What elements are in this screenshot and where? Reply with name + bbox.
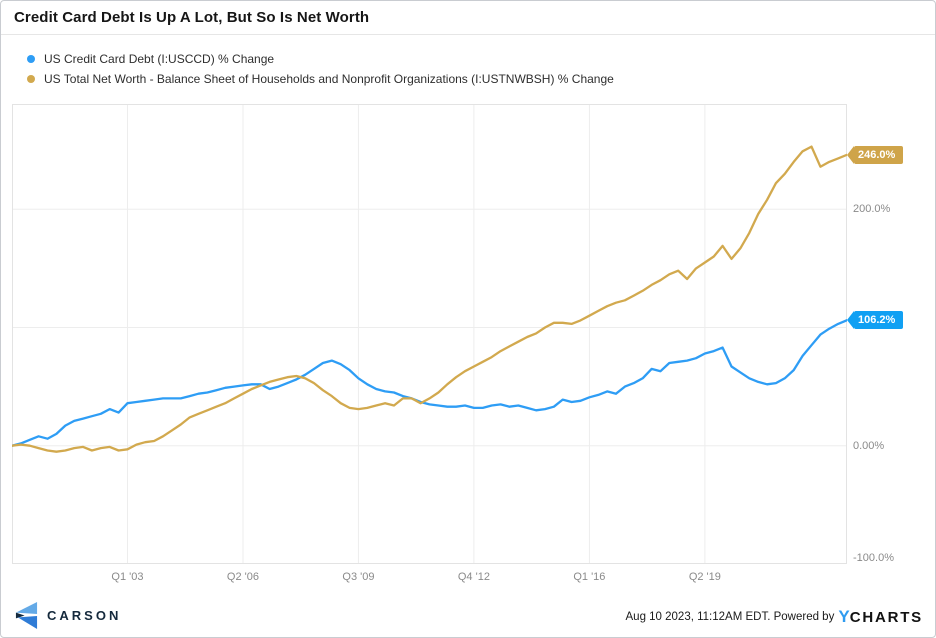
credit-card-debt-value-badge: 106.2% [846,311,904,329]
net-worth-line [12,145,847,453]
carson-logo-icon [15,602,38,629]
legend-dot-blue-icon [27,55,35,63]
y-axis-label: 200.0% [853,203,891,215]
attribution: Aug 10 2023, 11:12AM EDT. Powered by Y C… [626,607,924,627]
x-axis-label: Q3 '09 [342,571,375,583]
legend-label: US Credit Card Debt (I:USCCD) % Change [44,52,275,66]
legend-dot-gold-icon [27,75,35,83]
page-title: Credit Card Debt Is Up A Lot, But So Is … [14,9,370,26]
y-axis-label: 0.00% [853,440,885,452]
carson-wordmark: CARSON [47,608,122,623]
plot-area [12,104,847,564]
ycharts-wordmark: CHARTS [849,608,923,626]
timestamp: Aug 10 2023, 11:12AM EDT. Powered by [625,611,835,623]
legend-item-net-worth: US Total Net Worth - Balance Sheet of Ho… [27,71,614,87]
ycharts-logo-icon: Y [838,607,850,626]
y-axis-label: -100.0% [853,552,894,564]
plot-border [12,104,847,564]
carson-brand: CARSON [14,602,121,629]
title-divider [1,34,935,35]
net-worth-value-badge: 246.0% [846,146,904,164]
x-axis-label: Q1 '16 [573,571,606,583]
x-axis-label: Q4 '12 [457,571,490,583]
x-axis-label: Q2 '06 [226,571,259,583]
x-axis-label: Q2 '19 [688,571,721,583]
legend-item-credit-card-debt: US Credit Card Debt (I:USCCD) % Change [27,51,274,67]
credit-card-debt-line [12,319,847,447]
legend-label: US Total Net Worth - Balance Sheet of Ho… [44,72,614,86]
x-axis-label: Q1 '03 [111,571,144,583]
line-chart [12,104,847,564]
